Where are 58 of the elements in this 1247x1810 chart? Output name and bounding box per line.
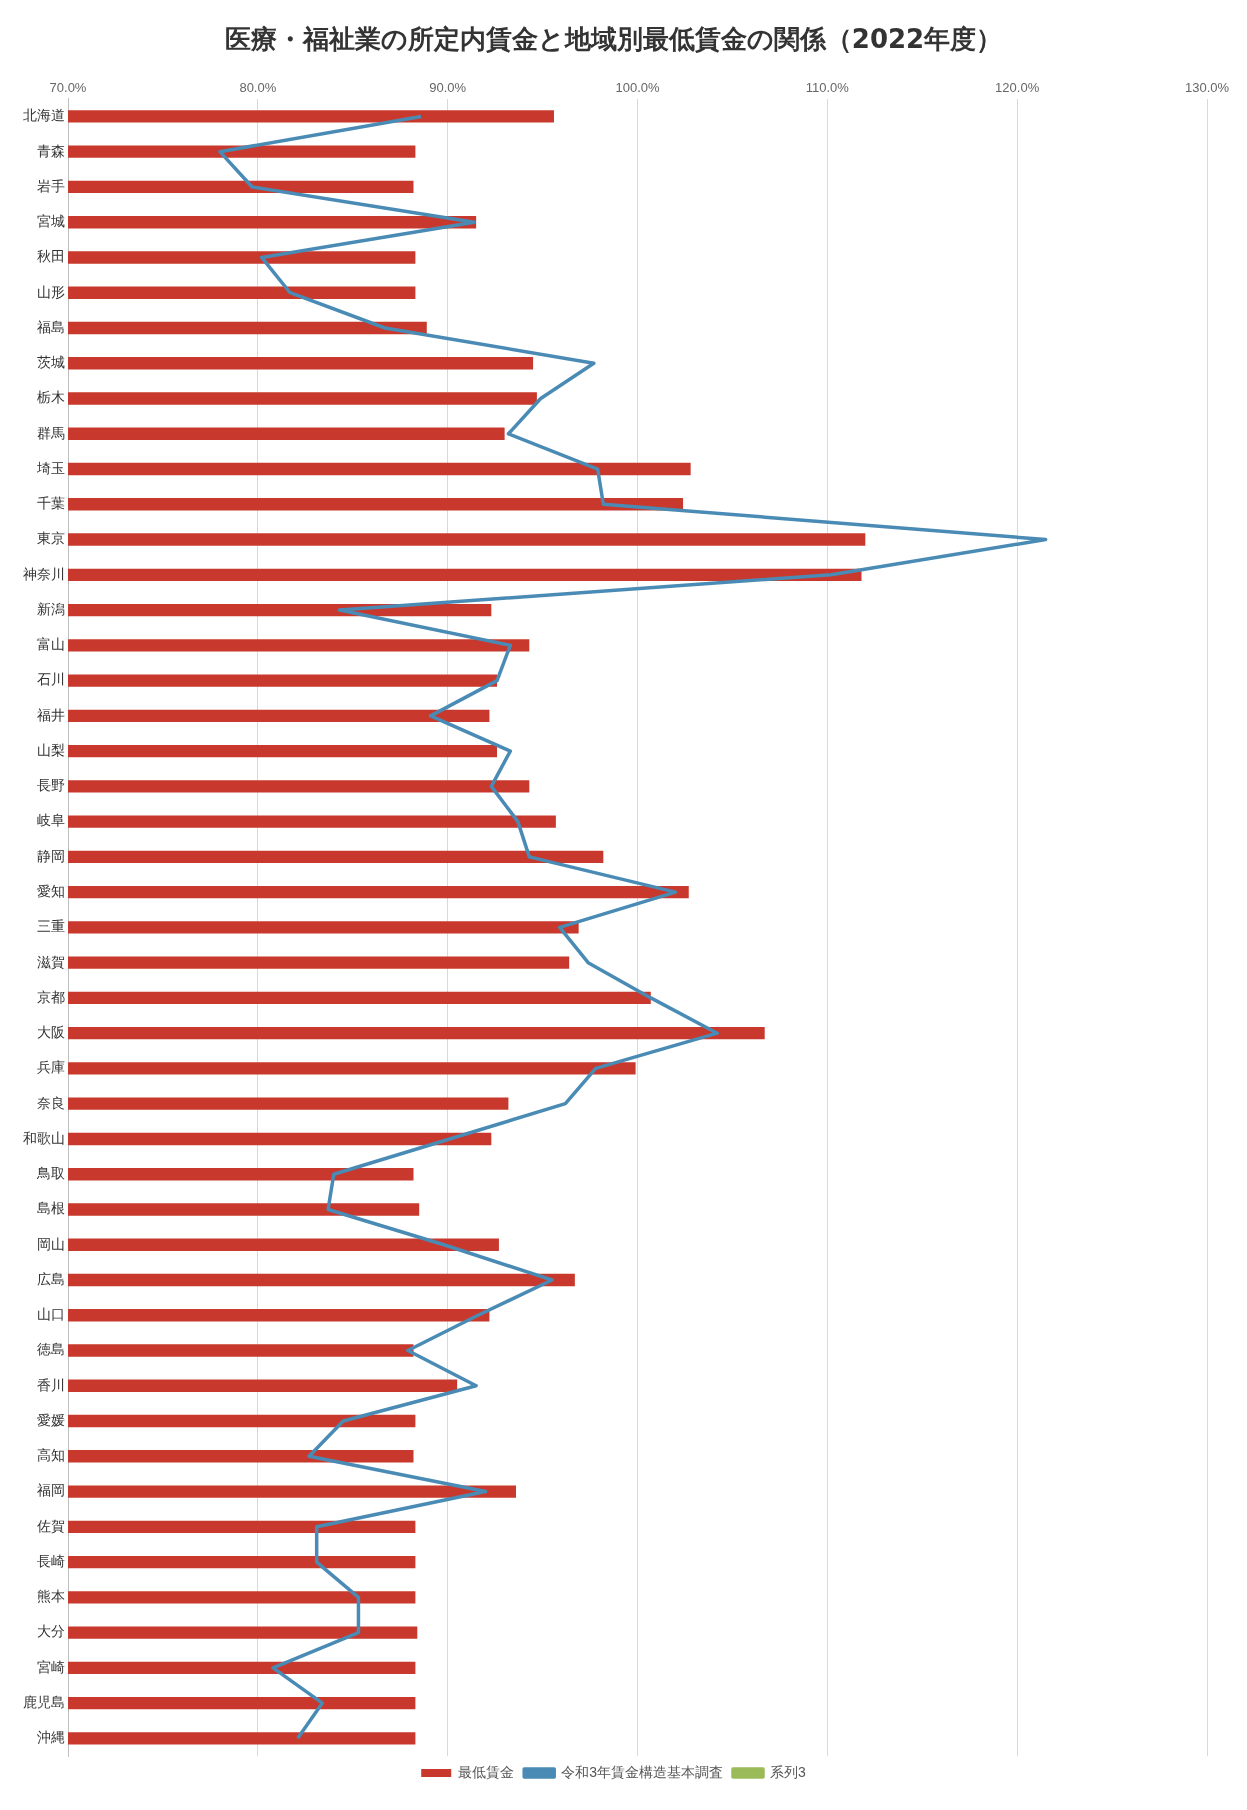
y-tick-label: 兵庫 (37, 1059, 65, 1076)
y-tick-label: 宮城 (37, 213, 65, 230)
y-tick-label: 佐賀 (37, 1517, 65, 1534)
y-tick-label: 秋田 (37, 248, 65, 265)
x-tick-label: 100.0% (615, 79, 660, 95)
y-tick-label: 神奈川 (23, 565, 65, 582)
y-tick-label: 京都 (37, 988, 65, 1005)
x-tick-label: 110.0% (805, 79, 850, 95)
x-tick-label: 80.0% (239, 79, 277, 95)
y-tick-label: 大分 (37, 1623, 65, 1640)
y-tick-label: 島根 (37, 1200, 65, 1217)
y-tick-label: 山形 (37, 283, 65, 300)
y-tick-label: 千葉 (37, 495, 65, 512)
y-tick-label: 栃木 (37, 389, 65, 406)
y-tick-label: 山梨 (37, 741, 65, 758)
y-tick-label: 北海道 (23, 107, 65, 124)
y-tick-label: 富山 (37, 636, 65, 653)
y-tick-label: 宮崎 (37, 1658, 65, 1675)
y-tick-label: 徳島 (37, 1341, 65, 1358)
y-tick-label: 愛知 (37, 883, 65, 899)
y-tick-label: 福岡 (37, 1482, 65, 1499)
y-tick-label: 青森 (37, 142, 65, 159)
y-tick-label: 大阪 (37, 1024, 65, 1041)
y-tick-label: 滋賀 (37, 953, 65, 970)
y-tick-label: 山口 (37, 1306, 65, 1323)
y-tick-label: 福井 (37, 706, 65, 723)
y-tick-label: 埼玉 (36, 459, 65, 476)
y-tick-label: 新潟 (37, 600, 65, 617)
y-tick-label: 沖縄 (37, 1729, 65, 1746)
x-tick-label: 120.0% (995, 79, 1040, 95)
legend-label: 系列3 (770, 1763, 806, 1780)
y-tick-label: 高知 (37, 1447, 65, 1464)
y-tick-label: 和歌山 (23, 1129, 65, 1146)
y-tick-label: 東京 (37, 530, 65, 547)
y-tick-label: 鹿児島 (23, 1693, 65, 1710)
y-tick-label: 福島 (37, 318, 65, 335)
legend-label: 最低賃金 (458, 1763, 515, 1780)
y-tick-label: 熊本 (37, 1588, 65, 1605)
x-tick-label: 70.0% (49, 79, 87, 95)
y-tick-label: 群馬 (37, 424, 65, 441)
y-tick-label: 岐阜 (37, 812, 65, 829)
y-tick-label: 茨城 (37, 354, 65, 371)
y-tick-label: 奈良 (37, 1094, 65, 1111)
x-tick-label: 90.0% (429, 79, 467, 95)
y-tick-label: 愛媛 (37, 1411, 65, 1428)
y-tick-label: 岡山 (37, 1235, 65, 1252)
y-tick-label: 広島 (37, 1270, 65, 1287)
y-tick-label: 鳥取 (36, 1165, 65, 1182)
y-tick-label: 三重 (37, 918, 65, 935)
chart-title: 医療・福祉業の所定内賃金と地域別最低賃金の関係（2022年度） (224, 24, 1003, 55)
y-tick-label: 長野 (37, 777, 65, 794)
y-tick-label: 香川 (37, 1376, 65, 1393)
y-tick-label: 石川 (37, 671, 65, 688)
x-tick-label: 130.0% (1184, 79, 1230, 95)
y-tick-label: 岩手 (37, 177, 65, 194)
legend-label: 令和3年賃金構造基本調査 (561, 1763, 724, 1780)
y-tick-label: 静岡 (37, 847, 65, 864)
y-tick-label: 長崎 (37, 1552, 65, 1569)
